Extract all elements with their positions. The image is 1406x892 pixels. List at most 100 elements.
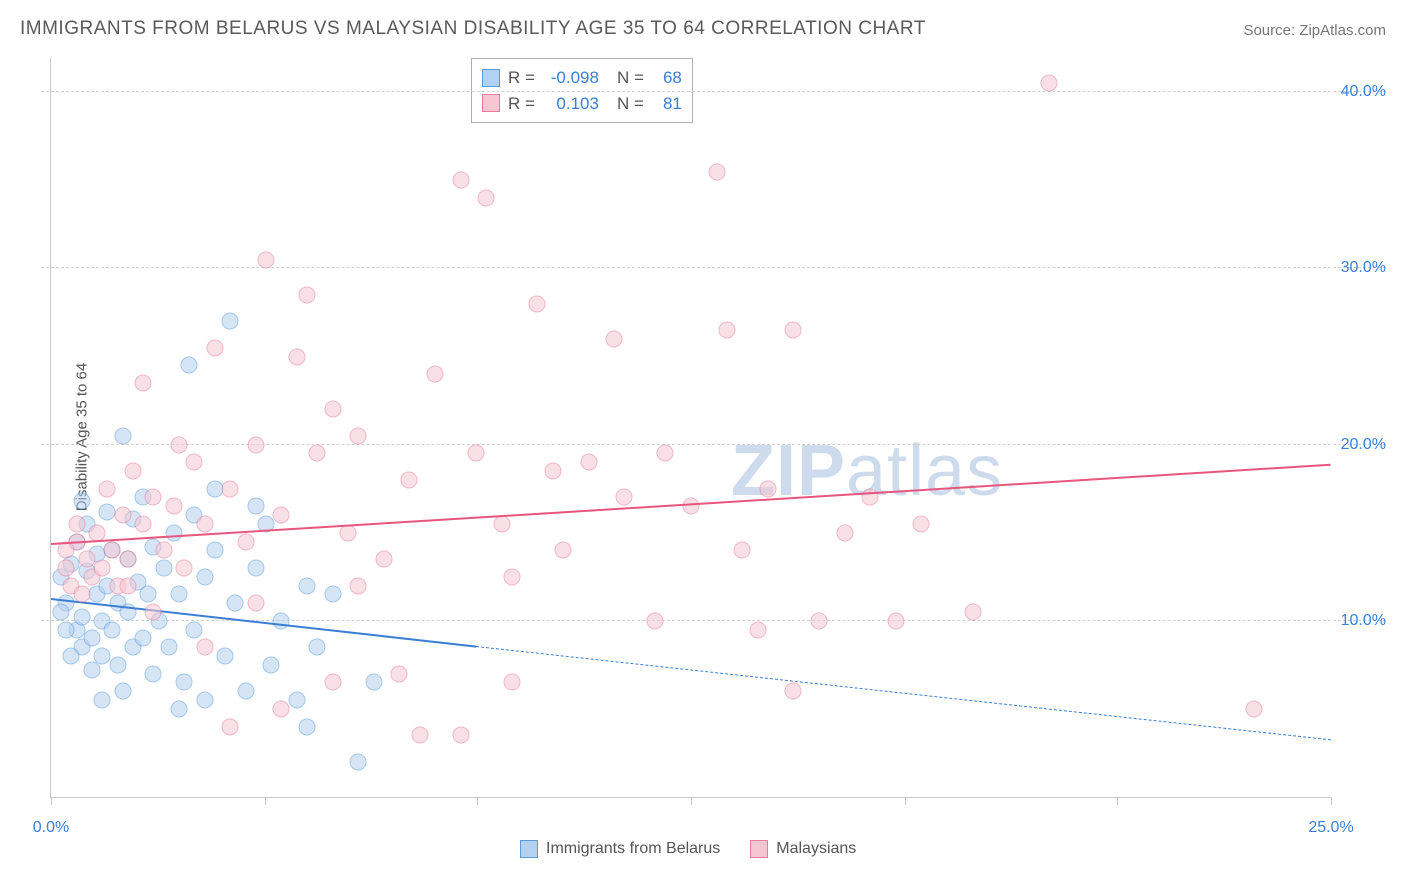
data-point <box>1246 700 1263 717</box>
data-point <box>273 700 290 717</box>
data-point <box>237 533 254 550</box>
data-point <box>237 683 254 700</box>
data-point <box>114 507 131 524</box>
data-point <box>350 753 367 770</box>
legend-swatch-malaysian <box>750 840 768 858</box>
data-point <box>467 445 484 462</box>
data-point <box>99 480 116 497</box>
data-point <box>94 559 111 576</box>
data-point <box>964 604 981 621</box>
legend-item-malaysian: Malaysians <box>750 840 856 858</box>
data-point <box>263 656 280 673</box>
xtick <box>905 797 906 805</box>
regression-line <box>51 464 1331 545</box>
data-point <box>206 542 223 559</box>
data-point <box>63 648 80 665</box>
data-point <box>186 621 203 638</box>
data-point <box>135 630 152 647</box>
data-point <box>258 251 275 268</box>
data-point <box>160 639 177 656</box>
data-point <box>140 586 157 603</box>
data-point <box>350 577 367 594</box>
data-point <box>114 683 131 700</box>
data-point <box>119 551 136 568</box>
data-point <box>109 656 126 673</box>
data-point <box>165 498 182 515</box>
data-point <box>83 630 100 647</box>
data-point <box>616 489 633 506</box>
data-point <box>155 559 172 576</box>
stats-row-1: R = -0.098 N = 68 <box>482 65 682 91</box>
data-point <box>78 551 95 568</box>
data-point <box>391 665 408 682</box>
data-point <box>401 471 418 488</box>
data-point <box>913 515 930 532</box>
data-point <box>227 595 244 612</box>
xtick <box>477 797 478 805</box>
data-point <box>73 493 90 510</box>
data-point <box>114 427 131 444</box>
data-point <box>309 445 326 462</box>
data-point <box>350 427 367 444</box>
swatch-malaysian <box>482 94 500 112</box>
data-point <box>606 330 623 347</box>
data-point <box>759 480 776 497</box>
data-point <box>493 515 510 532</box>
data-point <box>887 612 904 629</box>
data-point <box>196 639 213 656</box>
gridline <box>41 444 1386 445</box>
data-point <box>176 674 193 691</box>
data-point <box>273 612 290 629</box>
legend-label-belarus: Immigrants from Belarus <box>546 840 720 858</box>
data-point <box>171 700 188 717</box>
data-point <box>811 612 828 629</box>
data-point <box>186 454 203 471</box>
chart-title: IMMIGRANTS FROM BELARUS VS MALAYSIAN DIS… <box>20 18 926 40</box>
plot-region: ZIPatlas R = -0.098 N = 68 R = 0.103 N =… <box>50 58 1330 798</box>
data-point <box>785 322 802 339</box>
data-point <box>119 577 136 594</box>
xtick <box>265 797 266 805</box>
data-point <box>683 498 700 515</box>
data-point <box>73 609 90 626</box>
legend: Immigrants from Belarus Malaysians <box>520 840 856 858</box>
data-point <box>94 692 111 709</box>
data-point <box>68 515 85 532</box>
data-point <box>299 286 316 303</box>
stats-row-2: R = 0.103 N = 81 <box>482 91 682 117</box>
data-point <box>1041 75 1058 92</box>
legend-item-belarus: Immigrants from Belarus <box>520 840 720 858</box>
gridline <box>41 267 1386 268</box>
data-point <box>104 621 121 638</box>
data-point <box>529 295 546 312</box>
data-point <box>452 172 469 189</box>
data-point <box>206 339 223 356</box>
data-point <box>73 586 90 603</box>
data-point <box>171 586 188 603</box>
data-point <box>104 542 121 559</box>
xtick <box>51 797 52 805</box>
data-point <box>785 683 802 700</box>
data-point <box>836 524 853 541</box>
legend-label-malaysian: Malaysians <box>776 840 856 858</box>
data-point <box>365 674 382 691</box>
data-point <box>222 718 239 735</box>
data-point <box>273 507 290 524</box>
data-point <box>145 489 162 506</box>
data-point <box>124 463 141 480</box>
chart-area: Disability Age 35 to 64 ZIPatlas R = -0.… <box>50 58 1386 816</box>
gridline <box>41 91 1386 92</box>
data-point <box>171 436 188 453</box>
data-point <box>83 662 100 679</box>
data-point <box>580 454 597 471</box>
source-label: Source: ZipAtlas.com <box>1243 22 1386 39</box>
legend-swatch-belarus <box>520 840 538 858</box>
data-point <box>94 648 111 665</box>
data-point <box>181 357 198 374</box>
data-point <box>145 665 162 682</box>
data-point <box>375 551 392 568</box>
data-point <box>708 163 725 180</box>
data-point <box>427 366 444 383</box>
data-point <box>196 568 213 585</box>
data-point <box>222 480 239 497</box>
